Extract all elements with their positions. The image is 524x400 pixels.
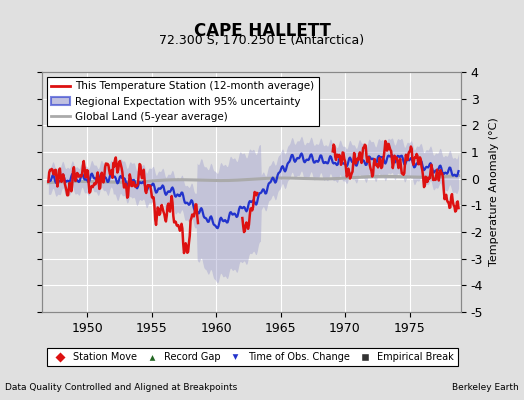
Legend: Station Move, Record Gap, Time of Obs. Change, Empirical Break: Station Move, Record Gap, Time of Obs. C… (47, 348, 458, 366)
Text: Berkeley Earth: Berkeley Earth (452, 383, 519, 392)
Y-axis label: Temperature Anomaly (°C): Temperature Anomaly (°C) (489, 118, 499, 266)
Text: 72.300 S, 170.250 E (Antarctica): 72.300 S, 170.250 E (Antarctica) (159, 34, 365, 47)
Text: CAPE HALLETT: CAPE HALLETT (193, 22, 331, 40)
Text: Data Quality Controlled and Aligned at Breakpoints: Data Quality Controlled and Aligned at B… (5, 383, 237, 392)
